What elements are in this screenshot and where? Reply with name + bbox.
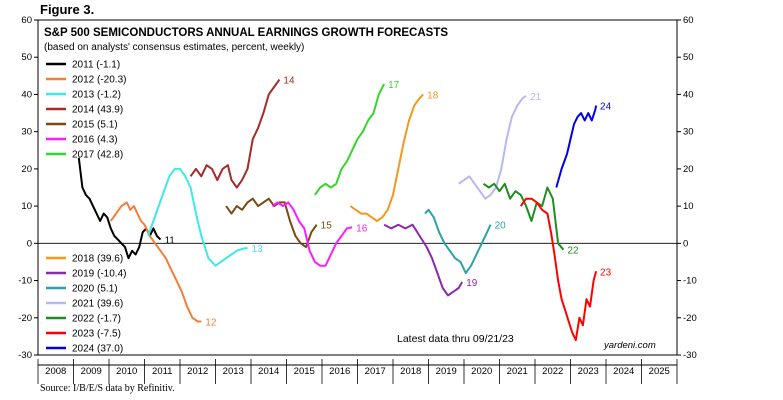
- series-end-label: 13: [251, 244, 263, 255]
- x-tick-label: 2024: [613, 366, 634, 377]
- legend-label: 2012 (-20.3): [72, 75, 126, 86]
- series-line-24: [555, 105, 598, 188]
- legend-label: 2013 (-1.2): [72, 90, 121, 101]
- y-tick-label-right: 40: [683, 89, 694, 100]
- x-tick-label: 2019: [436, 366, 457, 377]
- y-tick-label-right: 20: [683, 164, 694, 175]
- y-tick-label-left: 50: [21, 52, 32, 63]
- x-tick-label: 2022: [542, 366, 563, 377]
- legend-label: 2022 (-1.7): [72, 314, 121, 325]
- series-line-18: [349, 93, 424, 222]
- y-tick-label-right: -30: [683, 350, 697, 361]
- x-tick-label: 2020: [471, 366, 492, 377]
- series-line-20: [424, 208, 492, 275]
- figure-label: Figure 3.: [40, 2, 95, 17]
- y-tick-label-left: -20: [18, 313, 32, 324]
- series-line-14: [189, 79, 281, 189]
- y-tick-label-right: 10: [683, 201, 694, 212]
- x-tick-label: 2013: [223, 366, 244, 377]
- legend-label: 2020 (5.1): [72, 284, 118, 295]
- y-tick-label-left: 40: [21, 89, 32, 100]
- chart-subtitle: (based on analysts' consensus estimates,…: [44, 42, 304, 53]
- series-line-15: [225, 197, 318, 249]
- x-tick-label: 2009: [81, 366, 102, 377]
- x-tick-label: 2012: [187, 366, 208, 377]
- series-end-label: 22: [567, 246, 579, 257]
- legend-label: 2016 (4.3): [72, 135, 118, 146]
- legend-label: 2017 (42.8): [72, 150, 123, 161]
- legend-label: 2011 (-1.1): [72, 60, 120, 71]
- credit: yardeni.com: [603, 340, 656, 351]
- series-lines: [77, 79, 598, 342]
- y-tick-label-left: 0: [27, 238, 32, 249]
- y-tick-label-left: 10: [21, 201, 32, 212]
- y-tick-label-left: 30: [21, 127, 32, 138]
- legend-label: 2018 (39.6): [72, 254, 123, 265]
- plot-frame: [37, 19, 678, 356]
- end-labels: 11 12 13 14 15 16 17 18 19 20 21 22 23 24: [164, 76, 611, 329]
- series-end-label: 21: [530, 92, 542, 103]
- series-end-label: 15: [321, 221, 333, 232]
- x-tick-label: 2010: [116, 366, 137, 377]
- x-tick-label: 2015: [294, 366, 315, 377]
- y-tick-label-left: -30: [18, 350, 32, 361]
- legend-label: 2019 (-10.4): [72, 269, 126, 280]
- y-tick-label-right: -10: [683, 276, 697, 287]
- y-tick-label-right: 0: [683, 238, 688, 249]
- y-tick-label-left: -10: [18, 276, 32, 287]
- x-tick-label: 2023: [578, 366, 599, 377]
- y-tick-label-right: 30: [683, 127, 694, 138]
- x-axis: 2008 2009 2010 2011 2012 2013 2014 2015 2016 2017…: [37, 359, 678, 384]
- x-tick-label: 2018: [400, 366, 421, 377]
- series-end-label: 20: [495, 221, 507, 232]
- series-end-label: 17: [388, 80, 400, 91]
- legend-top: 2011 (-1.1) 2012 (-20.3) 2013 (-1.2) 2014 (…: [46, 60, 126, 161]
- legend-label: 2023 (-7.5): [72, 329, 121, 340]
- series-end-label: 11: [164, 236, 175, 247]
- series-line-16: [271, 201, 353, 267]
- x-tick-label: 2008: [45, 366, 66, 377]
- series-line-12: [109, 201, 202, 323]
- x-tick-label: 2025: [649, 366, 670, 377]
- series-line-19: [383, 223, 464, 297]
- series-end-label: 16: [356, 223, 368, 234]
- chart-title: S&P 500 SEMICONDUCTORS ANNUAL EARNINGS G…: [44, 27, 448, 39]
- x-tick-label: 2021: [507, 366, 528, 377]
- y-axis-left: -30 -20 -10 0 10 20 30 40 50 60: [18, 15, 38, 361]
- series-line-22: [482, 182, 565, 251]
- x-tick-label: 2016: [329, 366, 350, 377]
- y-axis-right: -30 -20 -10 0 10 20 30 40 50 60: [677, 15, 697, 361]
- legend-label: 2014 (43.9): [72, 105, 123, 116]
- series-end-label: 23: [600, 267, 612, 278]
- legend-label: 2024 (37.0): [72, 344, 123, 355]
- latest-data-note: Latest data thru 09/21/23: [397, 333, 514, 345]
- x-tick-label: 2017: [365, 366, 386, 377]
- series-end-label: 14: [283, 76, 295, 87]
- series-end-label: 18: [427, 90, 439, 101]
- series-end-label: 24: [600, 102, 612, 113]
- y-tick-label-right: 60: [683, 15, 694, 26]
- legend-label: 2021 (39.6): [72, 299, 123, 310]
- y-tick-label-right: -20: [683, 313, 697, 324]
- x-tick-label: 2014: [258, 366, 279, 377]
- y-tick-label-right: 50: [683, 52, 694, 63]
- series-end-label: 12: [205, 318, 217, 329]
- series-line-23: [519, 197, 598, 342]
- y-tick-label-left: 20: [21, 164, 32, 175]
- legend-bottom: 2018 (39.6) 2019 (-10.4) 2020 (5.1) 2021 (3…: [46, 254, 126, 355]
- series-end-label: 19: [466, 278, 478, 289]
- series-line-21: [458, 95, 527, 200]
- y-tick-label-left: 60: [21, 15, 32, 26]
- legend-label: 2015 (5.1): [72, 120, 118, 131]
- source-note: Source: I/B/E/S data by Refinitiv.: [40, 383, 175, 394]
- x-tick-label: 2011: [152, 366, 172, 377]
- series-line-13: [147, 167, 248, 267]
- series-line-17: [314, 83, 385, 196]
